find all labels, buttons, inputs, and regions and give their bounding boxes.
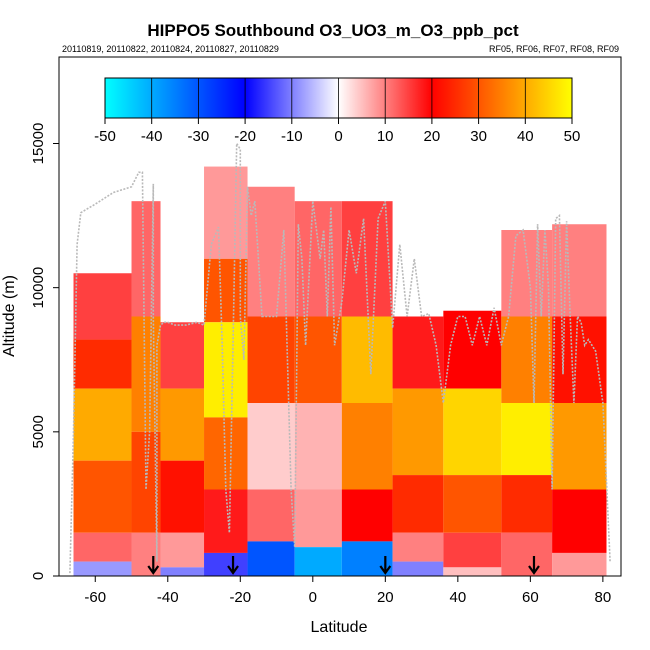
x-tick-label: 20 [377, 589, 394, 606]
heatmap-cell [73, 339, 132, 389]
heatmap-cell [204, 417, 248, 490]
heatmap-cell [204, 322, 248, 418]
heatmap-cell [501, 532, 553, 576]
flight-track [69, 140, 611, 574]
x-axis: -60 -40 -20 0 20 40 60 80 [84, 575, 612, 606]
colorbar-tick-label: 0 [334, 128, 342, 145]
down-arrow-icon [379, 565, 392, 575]
heatmap-cell [73, 388, 132, 461]
heatmap-cell [501, 316, 553, 403]
flight-track-line [69, 140, 611, 574]
heatmap-cell [443, 475, 502, 533]
heatmap-cell [247, 541, 295, 576]
heatmap-cell [160, 532, 205, 568]
heatmap-cell [443, 310, 502, 389]
heatmap-cell [552, 552, 607, 576]
colorbar-tick-label: -50 [94, 128, 116, 145]
heatmap-cell [443, 532, 502, 568]
down-arrow-icon [528, 565, 540, 575]
heatmap-cell [443, 567, 502, 576]
heatmap-cell [73, 532, 132, 562]
x-tick-label: 60 [522, 589, 539, 606]
colorbar-tick-label: -20 [234, 128, 256, 145]
chart-subtitle-dates: 20110819, 20110822, 20110824, 20110827, … [62, 44, 279, 54]
heatmap-cell [204, 552, 248, 576]
heatmap-cell [552, 403, 607, 490]
x-tick-label: 40 [449, 589, 466, 606]
heatmap-cell [552, 316, 607, 403]
colorbar-tick-label: 10 [377, 128, 394, 145]
heatmap-cell [160, 567, 205, 576]
down-arrow-icon [227, 565, 239, 575]
y-tick-label: 5000 [30, 415, 47, 448]
heatmap-cell [160, 388, 205, 461]
colorbar: -50 -40 -30 -20 -10 0 10 20 30 40 50 [94, 77, 580, 145]
colorbar-tick-label: -40 [141, 128, 163, 145]
marker-arrows [147, 556, 540, 575]
heatmap-cell [443, 388, 502, 476]
heatmap-cell [501, 403, 553, 476]
heatmap-cell [552, 224, 607, 317]
heatmap-cell [73, 273, 132, 340]
y-tick-label: 0 [30, 572, 47, 580]
colorbar-tick-label: 30 [470, 128, 487, 145]
colorbar-tick-label: -10 [281, 128, 303, 145]
heatmap-cell [73, 460, 132, 533]
x-axis-label: Latitude [311, 619, 368, 636]
heatmap-cell [392, 475, 444, 533]
heatmap-cell [73, 561, 132, 576]
heatmap-cell [501, 475, 553, 533]
heatmap-cell [294, 489, 342, 548]
heatmap-cell [392, 561, 444, 576]
x-tick-label: -20 [229, 589, 251, 606]
heatmap-cell [160, 322, 205, 389]
heatmap-cell [294, 403, 342, 490]
heatmap-cell [131, 201, 161, 317]
x-tick-label: -40 [157, 589, 179, 606]
y-axis: 0 5000 10000 15000 [30, 123, 60, 580]
heatmap-cell [341, 489, 393, 542]
heatmap-cell [552, 489, 607, 553]
chart-title: HIPPO5 Southbound O3_UO3_m_O3_ppb_pct [147, 21, 519, 40]
down-arrow-icon [147, 565, 160, 575]
heatmap-cell [247, 403, 295, 490]
heatmap-cells [73, 166, 607, 576]
heatmap-cell [392, 316, 444, 389]
heatmap-cell [131, 316, 161, 432]
colorbar-tick-label: 20 [424, 128, 441, 145]
heatmap-cell [294, 201, 342, 317]
heatmap-cell [341, 316, 393, 403]
heatmap-cell [160, 460, 205, 533]
x-tick-label: 0 [309, 589, 317, 606]
chart-subtitle-flights: RF05, RF06, RF07, RF08, RF09 [489, 44, 619, 54]
colorbar-tick-label: 50 [564, 128, 581, 145]
y-tick-label: 15000 [30, 123, 47, 165]
y-tick-label: 10000 [30, 267, 47, 309]
heatmap-cell [392, 532, 444, 562]
colorbar-ticks: -50 -40 -30 -20 -10 0 10 20 30 40 50 [94, 118, 580, 145]
heatmap-cell [204, 489, 248, 553]
colorbar-tick-label: -30 [188, 128, 210, 145]
x-tick-label: 80 [595, 589, 612, 606]
heatmap-cell [341, 403, 393, 490]
heatmap-cell [294, 547, 342, 576]
heatmap-cell [247, 489, 295, 542]
x-tick-label: -60 [84, 589, 106, 606]
y-axis-label: Altitude (m) [1, 275, 18, 357]
heatmap-cell [294, 316, 342, 403]
heatmap-cell [392, 388, 444, 476]
colorbar-tick-label: 40 [517, 128, 534, 145]
